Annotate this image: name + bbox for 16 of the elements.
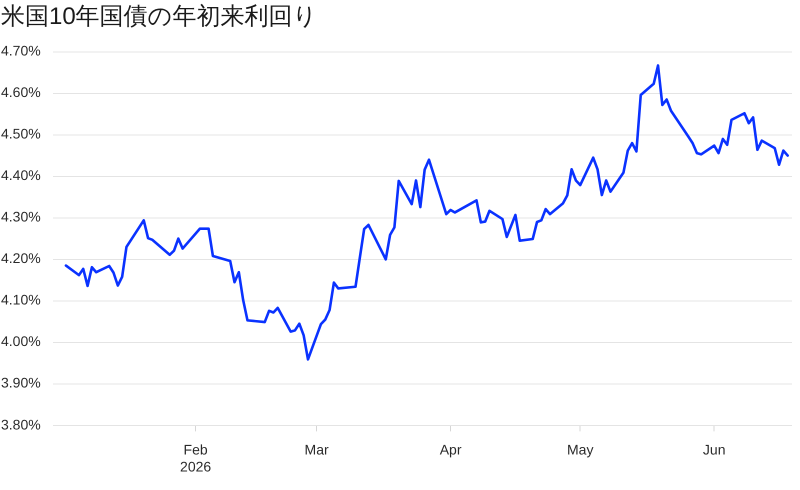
- y-tick-label: 4.40%: [1, 167, 41, 184]
- y-tick-label: 4.30%: [1, 208, 41, 225]
- y-tick-label: 3.90%: [1, 374, 41, 391]
- x-tick-label: Jun: [702, 442, 726, 458]
- x-tick-label: Mar: [304, 442, 330, 458]
- y-tick-label: 4.70%: [1, 42, 41, 59]
- y-tick-label: 4.00%: [1, 333, 41, 350]
- y-tick-label: 4.50%: [1, 126, 41, 142]
- chart-title: 米国10年国債の年初来利回り: [1, 3, 318, 30]
- x-tick-label: Feb 2026: [180, 442, 212, 474]
- x-tick-label: Apr: [440, 442, 462, 458]
- y-tick-label: 3.80%: [1, 416, 41, 432]
- y-tick-label: 4.60%: [1, 84, 41, 100]
- y-tick-label: 4.10%: [1, 292, 41, 308]
- y-tick-label: 4.20%: [1, 250, 41, 266]
- x-tick-label: May: [567, 442, 594, 458]
